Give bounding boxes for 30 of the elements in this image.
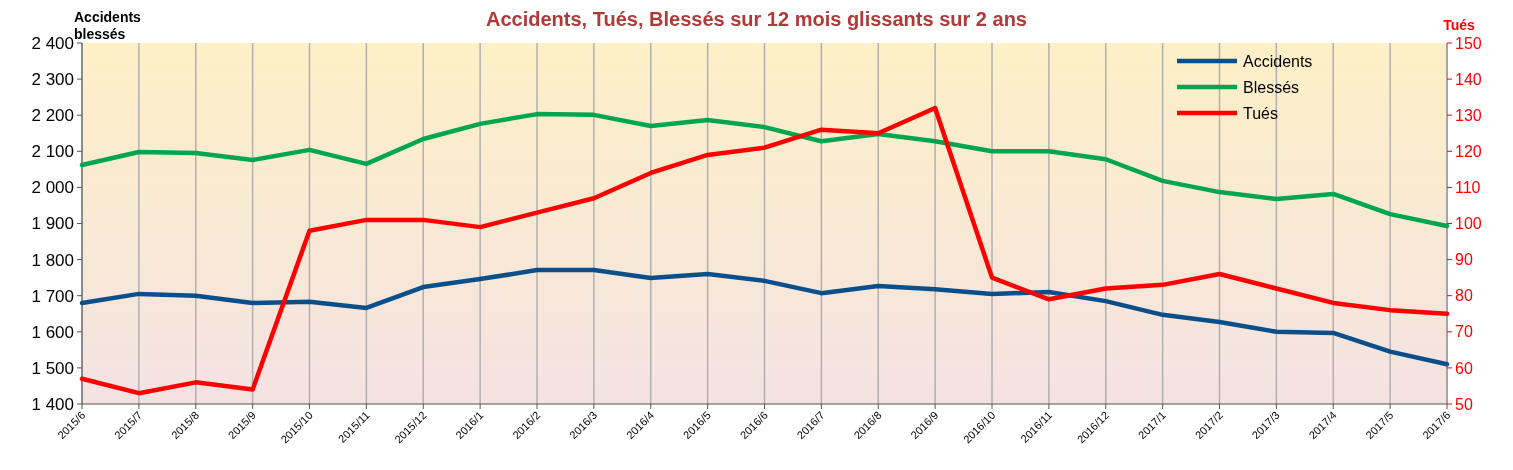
legend-label: Accidents — [1243, 52, 1313, 70]
y2-tick-label: 110 — [1455, 179, 1481, 196]
y-tick-label: 1 400 — [31, 394, 74, 414]
line-series — [79, 105, 1450, 396]
y2-tick-label: 80 — [1455, 287, 1473, 305]
legend-label: Tués — [1243, 104, 1278, 122]
y-tick-label: 2 000 — [31, 178, 74, 198]
y2-tick-label: 150 — [1455, 34, 1482, 52]
y2-tick-label: 130 — [1455, 106, 1482, 124]
y-tick-label: 1 500 — [31, 358, 74, 378]
y-tick-label: 2 400 — [31, 33, 74, 53]
y-tick-label: 2 200 — [31, 106, 74, 126]
y2-tick-label: 60 — [1455, 359, 1473, 377]
y2-tick-label: 140 — [1455, 70, 1482, 88]
y-tick-label: 1 800 — [31, 250, 74, 270]
y-tick-label: 1 600 — [31, 322, 74, 342]
y-tick-label: 1 700 — [31, 286, 74, 306]
y-tick-label: 2 100 — [31, 142, 74, 162]
y2-tick-label: 90 — [1455, 251, 1473, 269]
y-tick-label: 1 900 — [31, 214, 74, 234]
y-tick-label: 2 300 — [31, 70, 74, 90]
chart-title: Accidents, Tués, Blessés sur 12 mois glissants sur 2 ans — [486, 8, 1027, 30]
y-axis-title: Accidents blessés — [74, 9, 142, 42]
line-series — [79, 267, 1450, 367]
y2-tick-label: 50 — [1455, 395, 1473, 413]
y2-tick-label: 120 — [1455, 142, 1482, 160]
legend-label: Blessés — [1243, 78, 1300, 96]
y2-tick-label: 100 — [1455, 215, 1482, 233]
y2-axis-title: Tués — [1443, 17, 1476, 33]
y2-tick-label: 70 — [1455, 323, 1473, 341]
